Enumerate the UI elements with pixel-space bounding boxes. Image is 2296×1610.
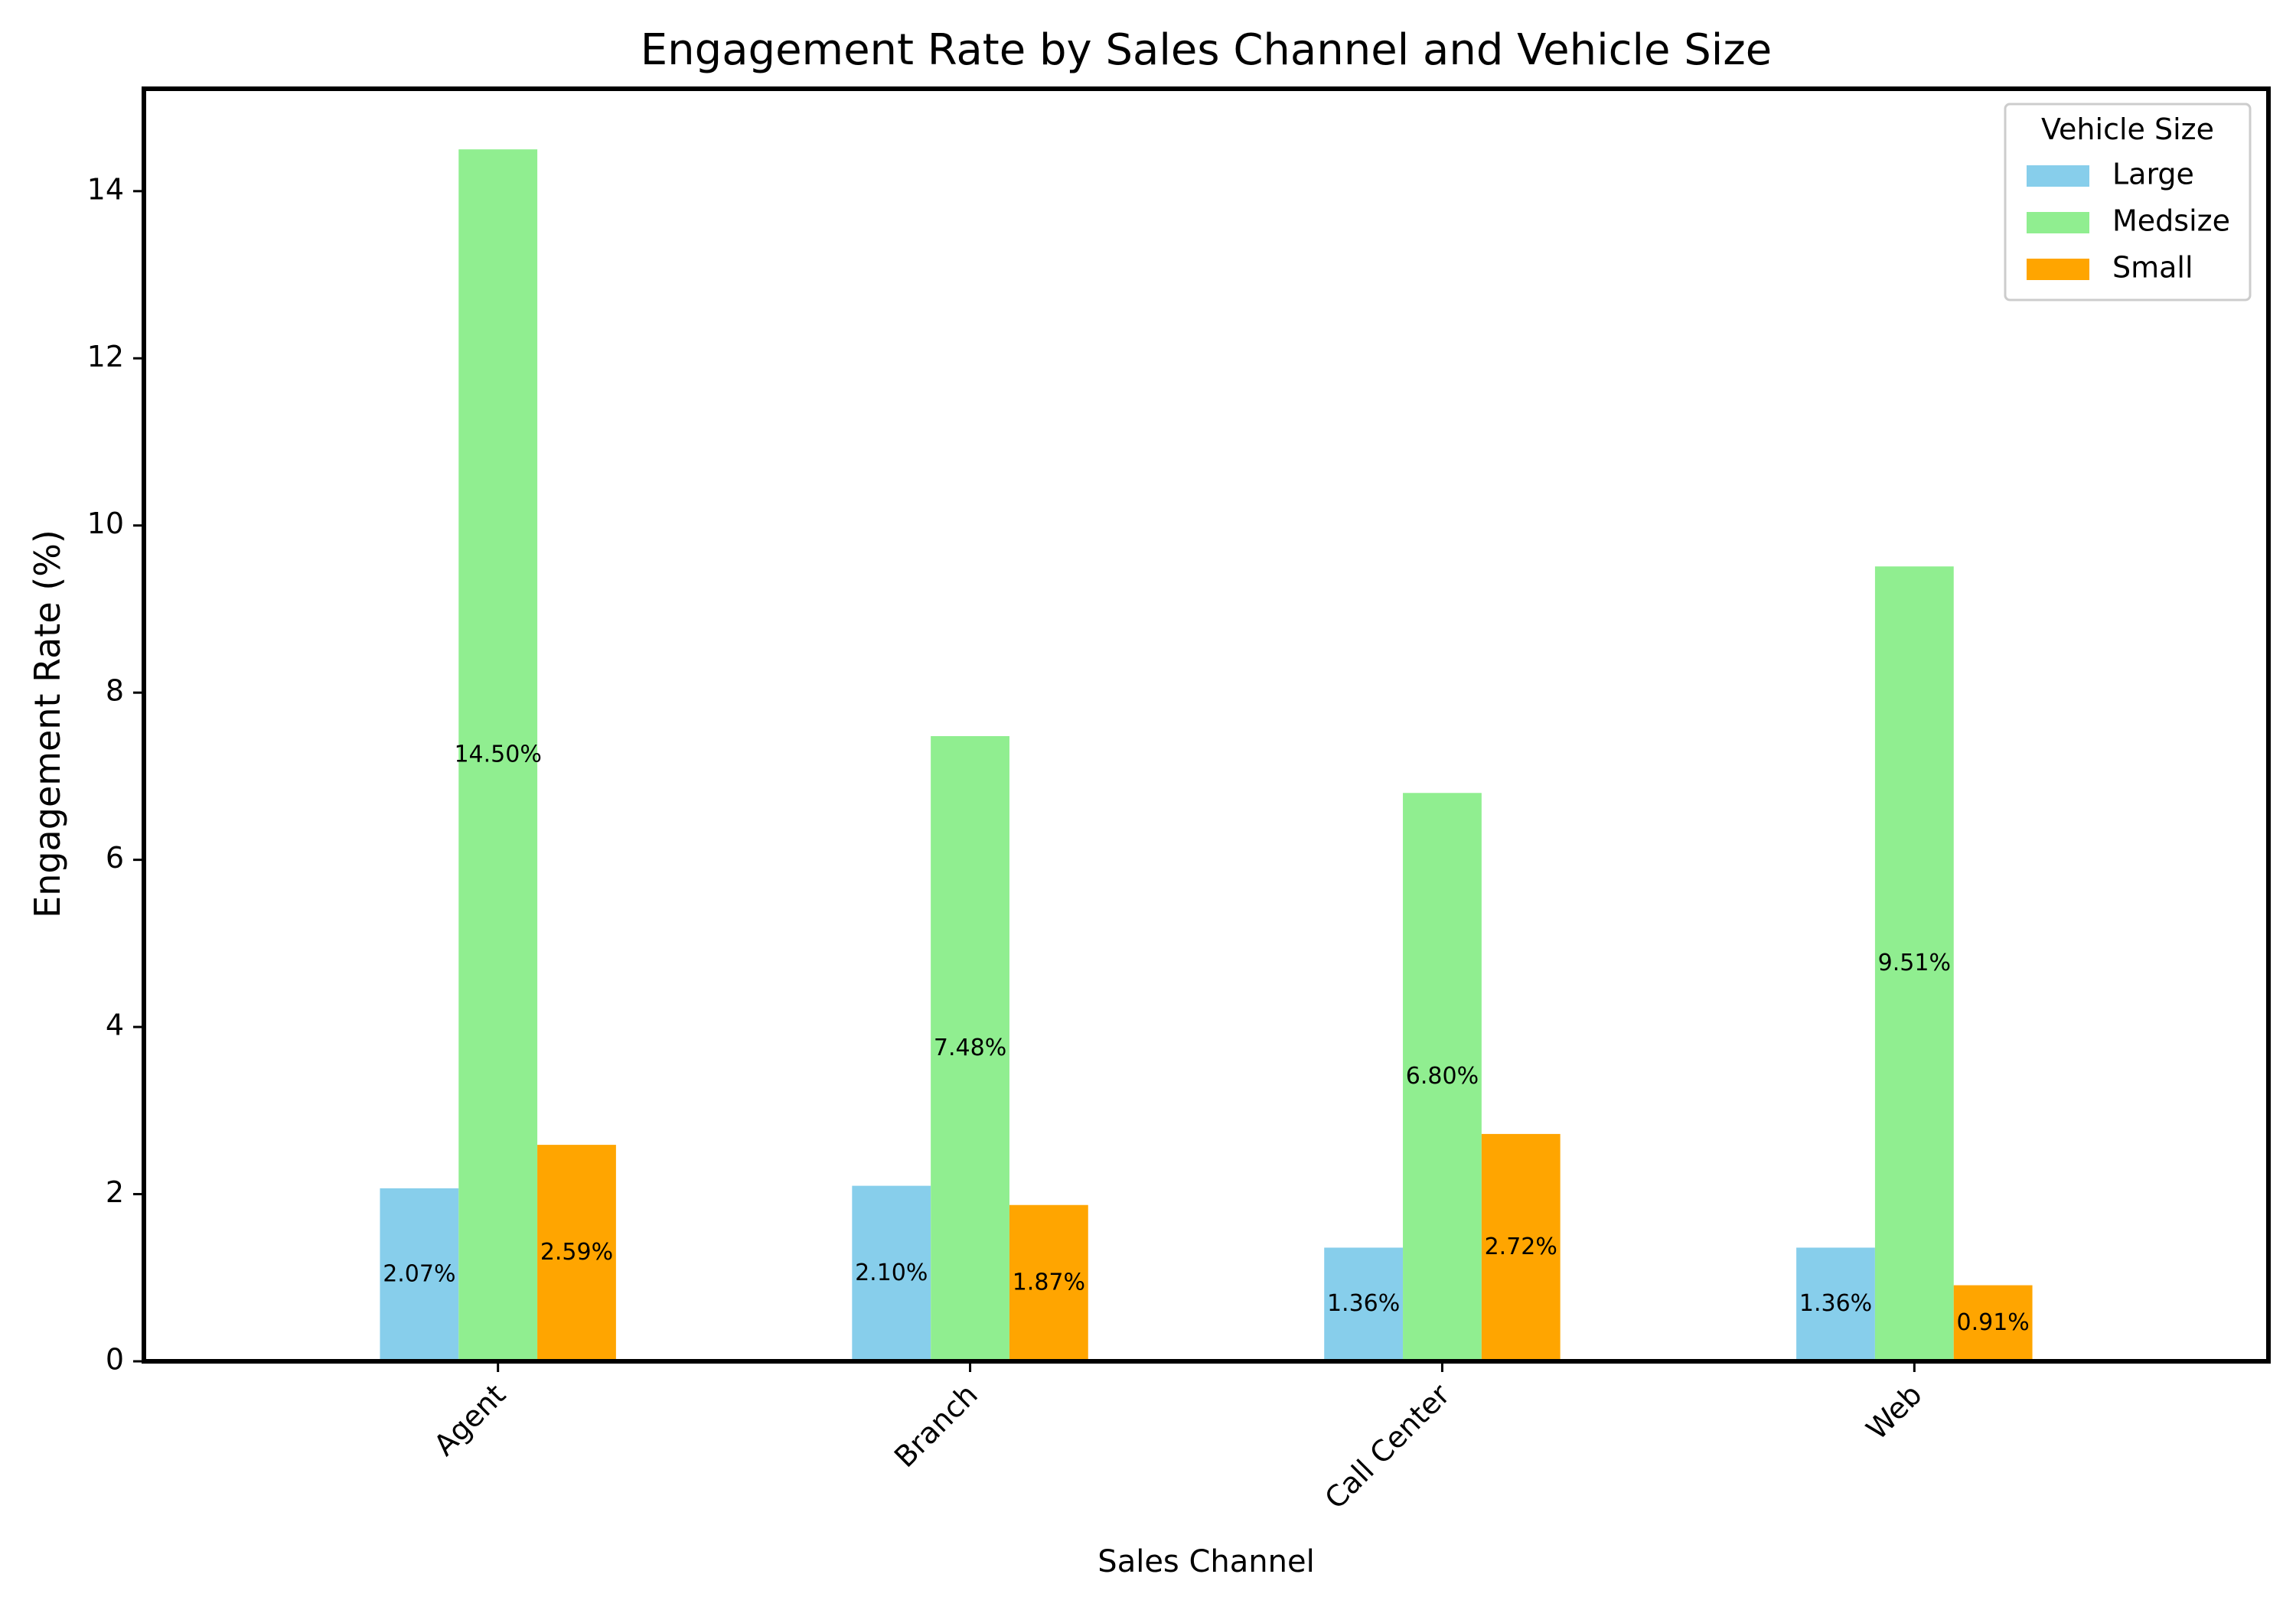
bar-value-label: 0.91% bbox=[1956, 1309, 2029, 1336]
bar-agent-medsize bbox=[458, 149, 538, 1362]
bar-value-label: 2.59% bbox=[540, 1239, 613, 1266]
y-tick-label: 12 bbox=[87, 340, 124, 373]
y-tick-label: 6 bbox=[106, 841, 124, 875]
bar-call-center-small bbox=[1481, 1133, 1561, 1361]
bar-branch-large bbox=[852, 1185, 931, 1361]
bar-call-center-large bbox=[1324, 1247, 1404, 1361]
bar-value-label: 2.07% bbox=[383, 1260, 455, 1287]
y-tick-label: 8 bbox=[106, 674, 124, 708]
bar-web-large bbox=[1796, 1247, 1875, 1361]
legend-label-large: Large bbox=[2112, 158, 2194, 191]
bar-branch-small bbox=[1009, 1204, 1088, 1361]
legend-label-medsize: Medsize bbox=[2112, 204, 2230, 238]
legend-swatch-large bbox=[2027, 165, 2089, 187]
bar-agent-small bbox=[537, 1145, 616, 1361]
y-tick-label: 10 bbox=[87, 507, 124, 540]
y-tick-label: 2 bbox=[106, 1175, 124, 1209]
bar-web-medsize bbox=[1874, 566, 1954, 1361]
y-tick-label: 0 bbox=[106, 1343, 124, 1377]
y-axis-label: Engagement Rate (%) bbox=[27, 530, 68, 918]
x-axis-label: Sales Channel bbox=[1097, 1544, 1314, 1579]
plot-frame bbox=[142, 86, 2271, 1364]
bar-web-small bbox=[1953, 1285, 2033, 1361]
legend-title: Vehicle Size bbox=[2041, 112, 2214, 146]
legend: Vehicle Size Large Medsize Small bbox=[2004, 103, 2252, 301]
bar-value-label: 14.50% bbox=[454, 741, 541, 768]
y-tick-label: 4 bbox=[106, 1009, 124, 1042]
legend-label-small: Small bbox=[2112, 251, 2193, 285]
legend-swatch-small bbox=[2027, 259, 2089, 280]
bar-value-label: 2.10% bbox=[855, 1260, 928, 1286]
bar-value-label: 1.36% bbox=[1327, 1290, 1400, 1317]
bar-branch-medsize bbox=[931, 735, 1009, 1361]
y-tick-label: 14 bbox=[87, 172, 124, 206]
bar-call-center-medsize bbox=[1403, 793, 1482, 1361]
bars-layer bbox=[380, 149, 2033, 1362]
chart-title: Engagement Rate by Sales Channel and Veh… bbox=[641, 25, 1772, 75]
y-axis: 0 2 4 6 8 10 12 14 bbox=[87, 172, 144, 1377]
legend-swatch-medsize bbox=[2027, 212, 2089, 233]
bar-value-label: 1.36% bbox=[1799, 1290, 1872, 1317]
legend-items: Large Medsize Small bbox=[2027, 158, 2230, 285]
bar-agent-large bbox=[380, 1188, 459, 1361]
bar-value-label: 9.51% bbox=[1878, 950, 1951, 976]
bar-value-label: 2.72% bbox=[1485, 1234, 1557, 1260]
bar-value-label: 6.80% bbox=[1406, 1063, 1479, 1090]
bar-labels-layer: 2.07% 14.50% 2.59% 2.10% 7.48% 1.87% 1.36% 6.80… bbox=[383, 741, 2030, 1336]
bar-value-label: 7.48% bbox=[934, 1035, 1006, 1061]
bar-value-label: 1.87% bbox=[1013, 1269, 1085, 1295]
legend-box bbox=[2004, 103, 2252, 301]
